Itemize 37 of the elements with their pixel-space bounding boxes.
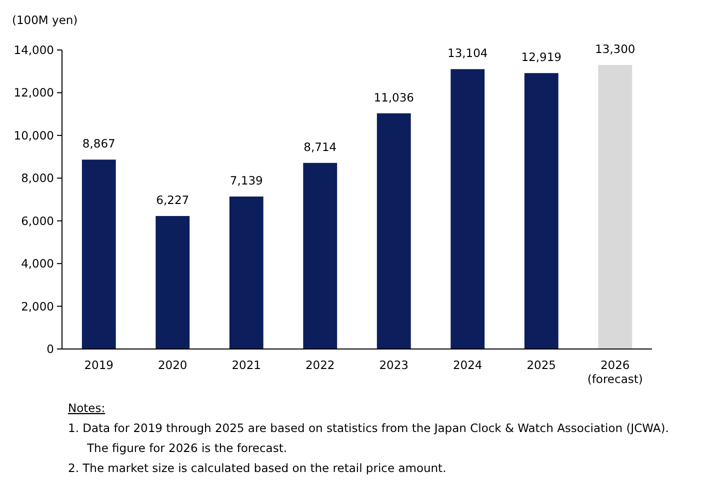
- data-label: 8,867: [82, 136, 116, 151]
- data-label: 12,919: [521, 50, 562, 64]
- y-tick-label: 6,000: [21, 214, 54, 228]
- text: 2. The market size is calculated based on the retail price amount.: [68, 461, 446, 475]
- data-label: 8,714: [304, 140, 337, 154]
- bar: [303, 162, 338, 349]
- y-tick-label: 2,000: [21, 299, 54, 314]
- text: 1. Data for 2019 through 2025 are based on statistics from the Japan Clock & Watch Association (JCWA).: [68, 421, 669, 435]
- x-tick-label: 2022: [305, 358, 335, 372]
- bar: [598, 64, 632, 349]
- data-label: 6,227: [156, 193, 190, 208]
- y-tick-label: 4,000: [21, 256, 54, 271]
- x-tick-label: 2023: [379, 358, 409, 372]
- y-axis-title: (100M yen): [12, 13, 78, 27]
- data-label: 7,139: [230, 174, 263, 188]
- y-tick-label: 12,000: [14, 86, 54, 100]
- bar: [524, 73, 558, 349]
- data-label: 13,300: [595, 42, 636, 56]
- x-tick-label: 2024: [452, 358, 482, 372]
- text: Notes:: [68, 401, 106, 415]
- data-label: 13,104: [448, 46, 488, 60]
- x-tick-label: 2021: [232, 358, 262, 372]
- bar: [229, 196, 264, 349]
- bar: [450, 69, 485, 349]
- y-tick-label: 0: [46, 342, 54, 356]
- x-tick-label: 2026 (forecast): [587, 358, 643, 386]
- bar: [82, 160, 116, 349]
- bar: [376, 113, 411, 349]
- bar: [156, 216, 190, 349]
- x-tick-label: 2020: [158, 358, 188, 372]
- text: The figure for 2026 is the forecast.: [86, 441, 288, 455]
- y-tick-label: 8,000: [21, 171, 54, 186]
- y-tick-label: 10,000: [14, 128, 54, 142]
- data-label: 11,036: [374, 90, 414, 104]
- x-tick-label: 2025: [526, 358, 556, 372]
- y-tick-label: 14,000: [14, 43, 54, 58]
- x-tick-label: 2019: [84, 358, 114, 372]
